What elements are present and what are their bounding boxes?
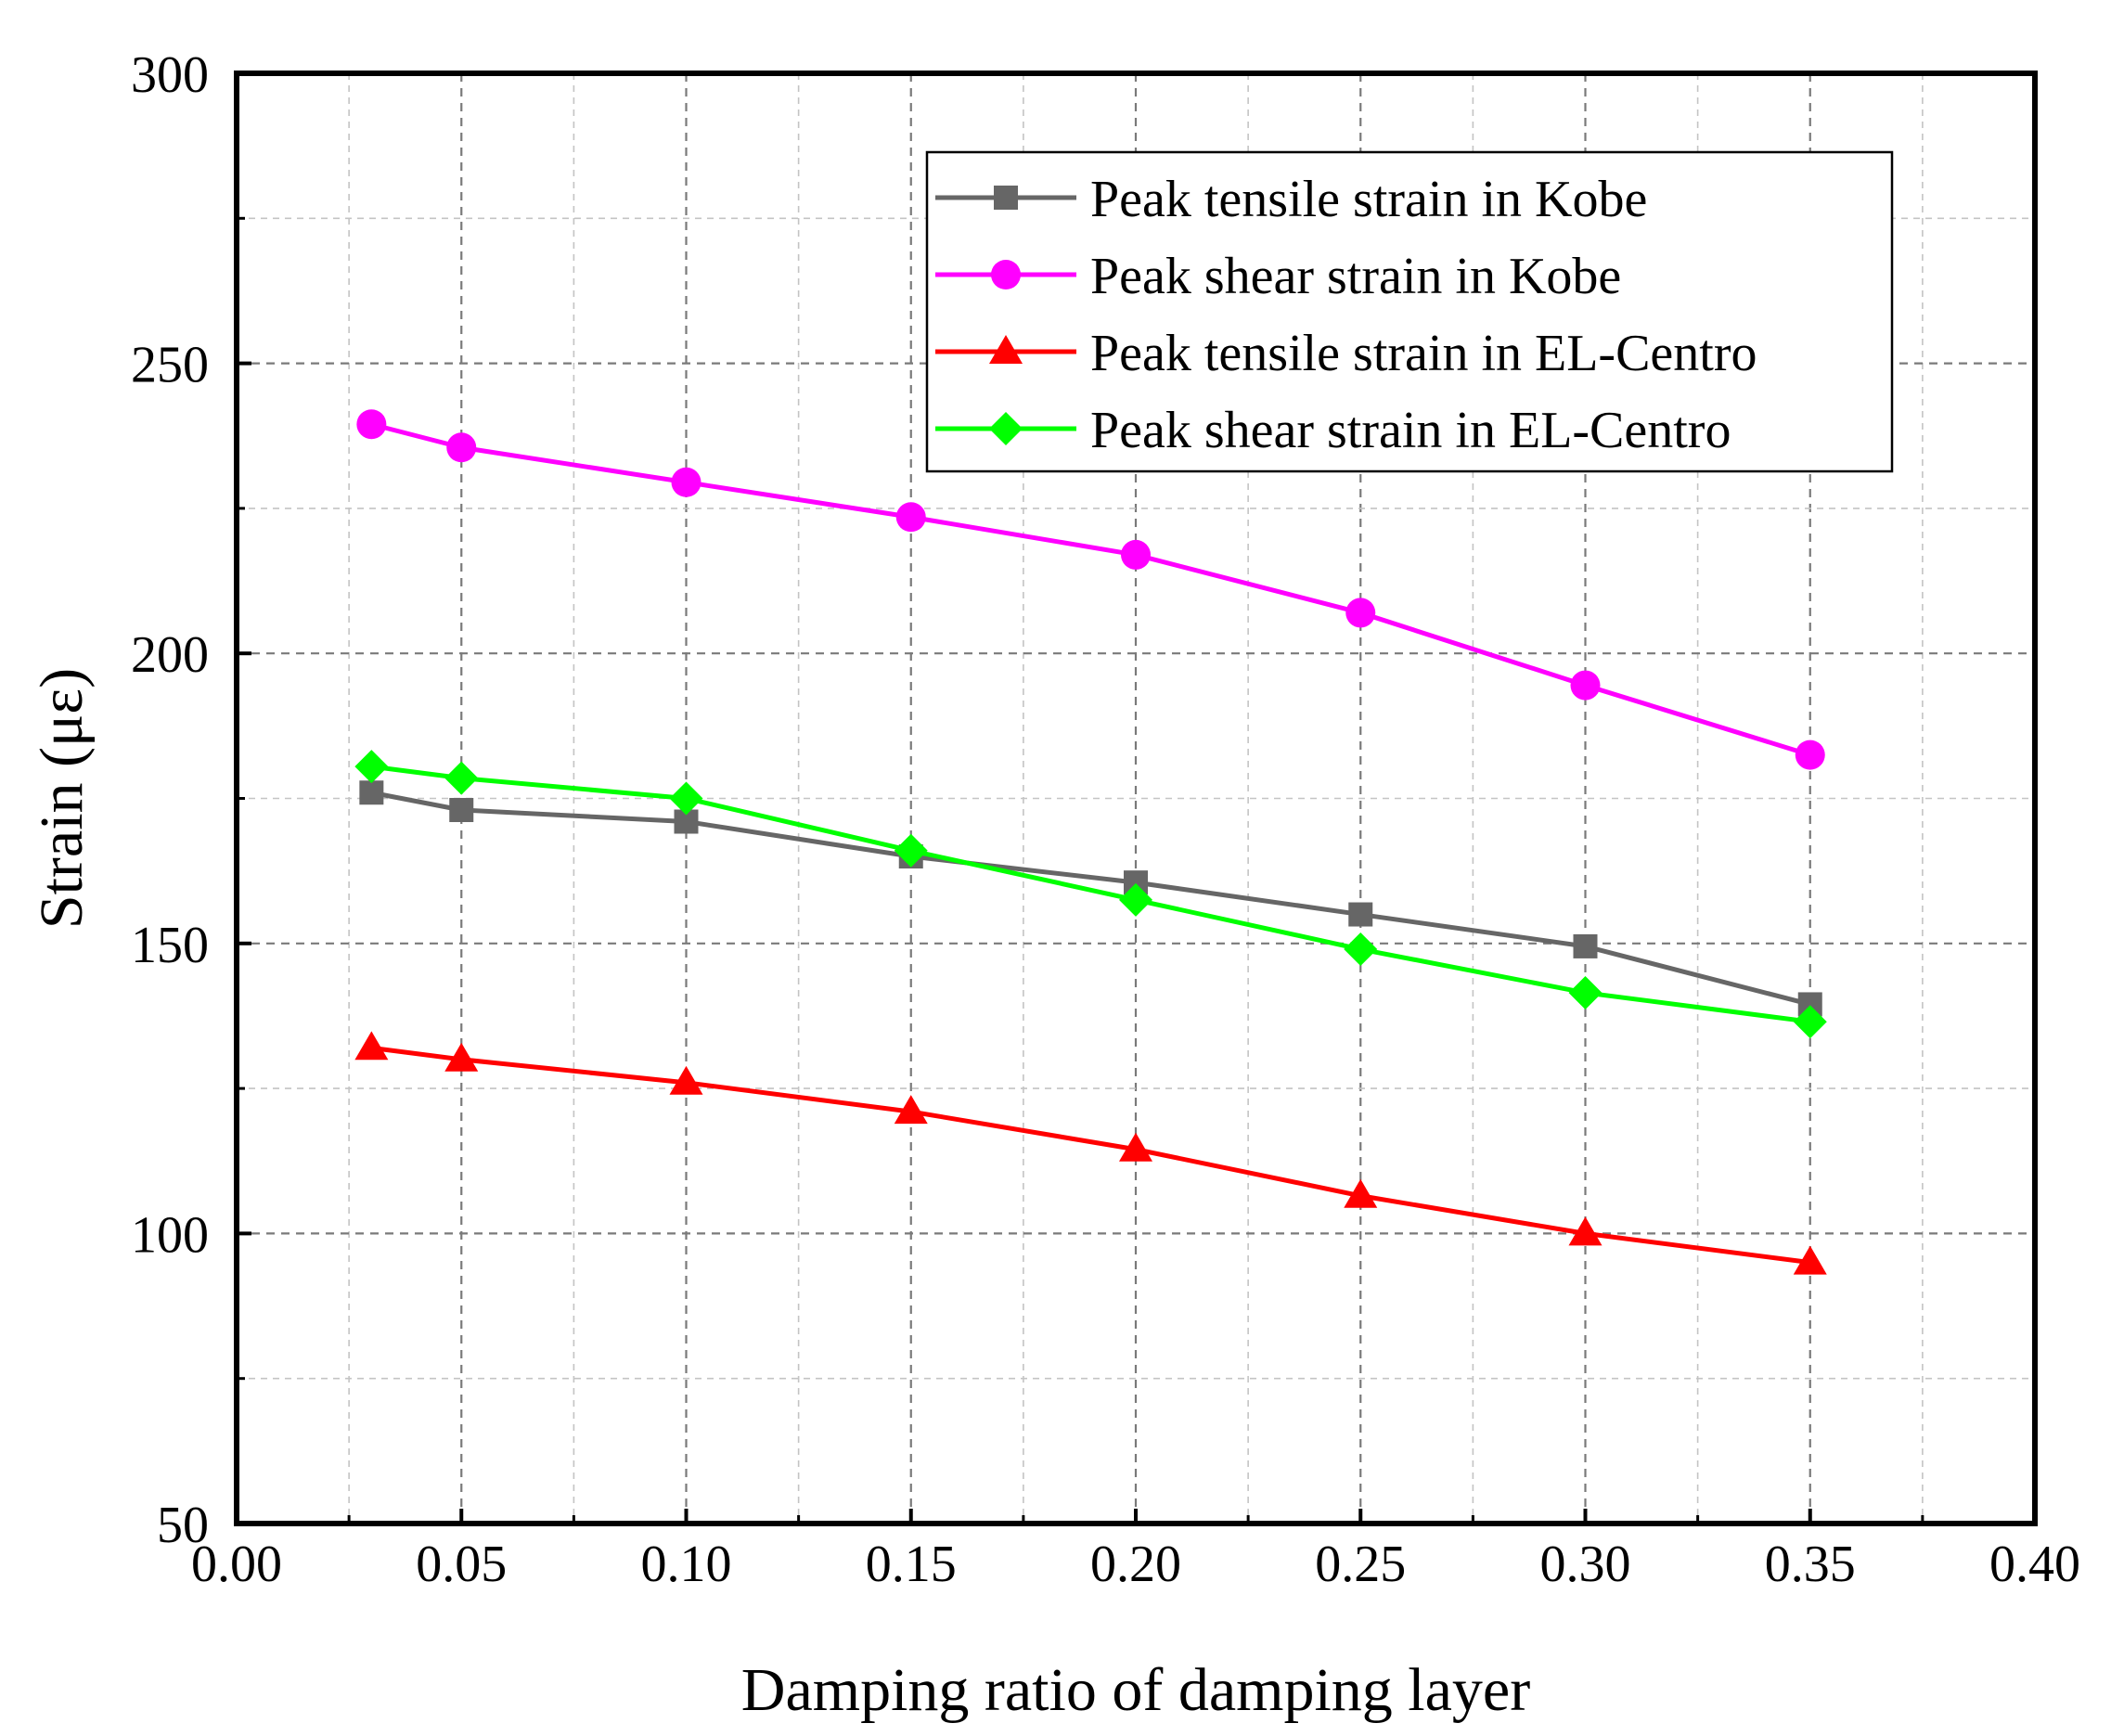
- x-tick-label: 0.15: [866, 1536, 957, 1593]
- data-point: [359, 780, 384, 805]
- legend: Peak tensile strain in Kobe Peak shear st…: [925, 150, 1894, 473]
- legend-label: Peak shear strain in EL-Centro: [1090, 402, 1731, 459]
- ticks: 0.00 0.05 0.10 0.15 0.20 0.25 0.30 0.35 0.40 50 10…: [131, 46, 2080, 1593]
- data-point: [354, 750, 389, 784]
- legend-label: Peak tensile strain in EL-Centro: [1090, 325, 1757, 382]
- data-point: [1793, 1005, 1827, 1039]
- legend-entry: Peak shear strain in EL-Centro: [935, 402, 1731, 459]
- series-group: [354, 409, 1827, 1275]
- x-tick-label: 0.10: [641, 1536, 732, 1593]
- data-point: [671, 467, 702, 497]
- data-point: [444, 761, 479, 795]
- series-line: [371, 1045, 1811, 1266]
- legend-marker: [994, 186, 1018, 210]
- y-tick-label: 100: [131, 1206, 209, 1264]
- legend-marker: [989, 335, 1023, 364]
- series-1: [359, 780, 1822, 1017]
- data-point: [669, 781, 703, 816]
- data-point: [669, 1065, 703, 1095]
- y-tick-label: 50: [157, 1497, 209, 1554]
- data-point: [1344, 1178, 1378, 1208]
- series-line: [371, 764, 1811, 1024]
- data-point: [1348, 902, 1373, 927]
- legend-box: [925, 150, 1894, 473]
- series-4: [354, 750, 1827, 1039]
- x-tick-label: 0.25: [1315, 1536, 1406, 1593]
- x-axis-label: Damping ratio of damping layer: [741, 1656, 1530, 1724]
- data-point: [1119, 1132, 1152, 1162]
- data-point: [354, 1031, 389, 1061]
- legend-marker: [991, 260, 1021, 289]
- data-point: [1570, 670, 1601, 701]
- x-tick-label: 0.05: [416, 1536, 507, 1593]
- x-tick-label: 0.30: [1540, 1536, 1631, 1593]
- data-point: [1345, 598, 1376, 628]
- data-point: [356, 409, 387, 440]
- data-point: [894, 1095, 928, 1125]
- data-point: [895, 502, 926, 533]
- legend-label: Peak tensile strain in Kobe: [1090, 171, 1647, 228]
- series-2: [356, 409, 1825, 770]
- x-tick-label: 0.35: [1765, 1536, 1856, 1593]
- data-point: [1568, 1216, 1603, 1246]
- y-tick-label: 250: [131, 337, 209, 394]
- legend-marker: [989, 412, 1023, 445]
- data-point: [1793, 1245, 1827, 1275]
- series-line: [370, 790, 1811, 1007]
- legend-entry: Peak tensile strain in Kobe: [935, 171, 1647, 228]
- series-line: [370, 421, 1811, 757]
- data-point: [1119, 882, 1152, 917]
- y-tick-label: 300: [131, 46, 209, 104]
- data-point: [446, 432, 477, 463]
- data-point: [444, 1042, 479, 1072]
- data-point: [894, 833, 928, 868]
- y-axis-label: Strain (με): [28, 668, 96, 929]
- y-tick-label: 200: [131, 626, 209, 684]
- x-tick-label: 0.40: [1989, 1536, 2080, 1593]
- legend-entry: Peak tensile strain in EL-Centro: [935, 325, 1757, 382]
- data-point: [1795, 739, 1825, 770]
- data-point: [1344, 932, 1378, 967]
- data-point: [449, 798, 474, 823]
- series-3: [354, 1031, 1827, 1275]
- data-point: [1121, 539, 1151, 570]
- legend-entry: Peak shear strain in Kobe: [935, 248, 1621, 305]
- x-tick-label: 0.00: [191, 1536, 282, 1593]
- legend-label: Peak shear strain in Kobe: [1090, 248, 1621, 305]
- data-point: [1573, 933, 1598, 958]
- y-tick-label: 150: [131, 917, 209, 974]
- x-tick-label: 0.20: [1090, 1536, 1181, 1593]
- data-point: [1568, 975, 1603, 1009]
